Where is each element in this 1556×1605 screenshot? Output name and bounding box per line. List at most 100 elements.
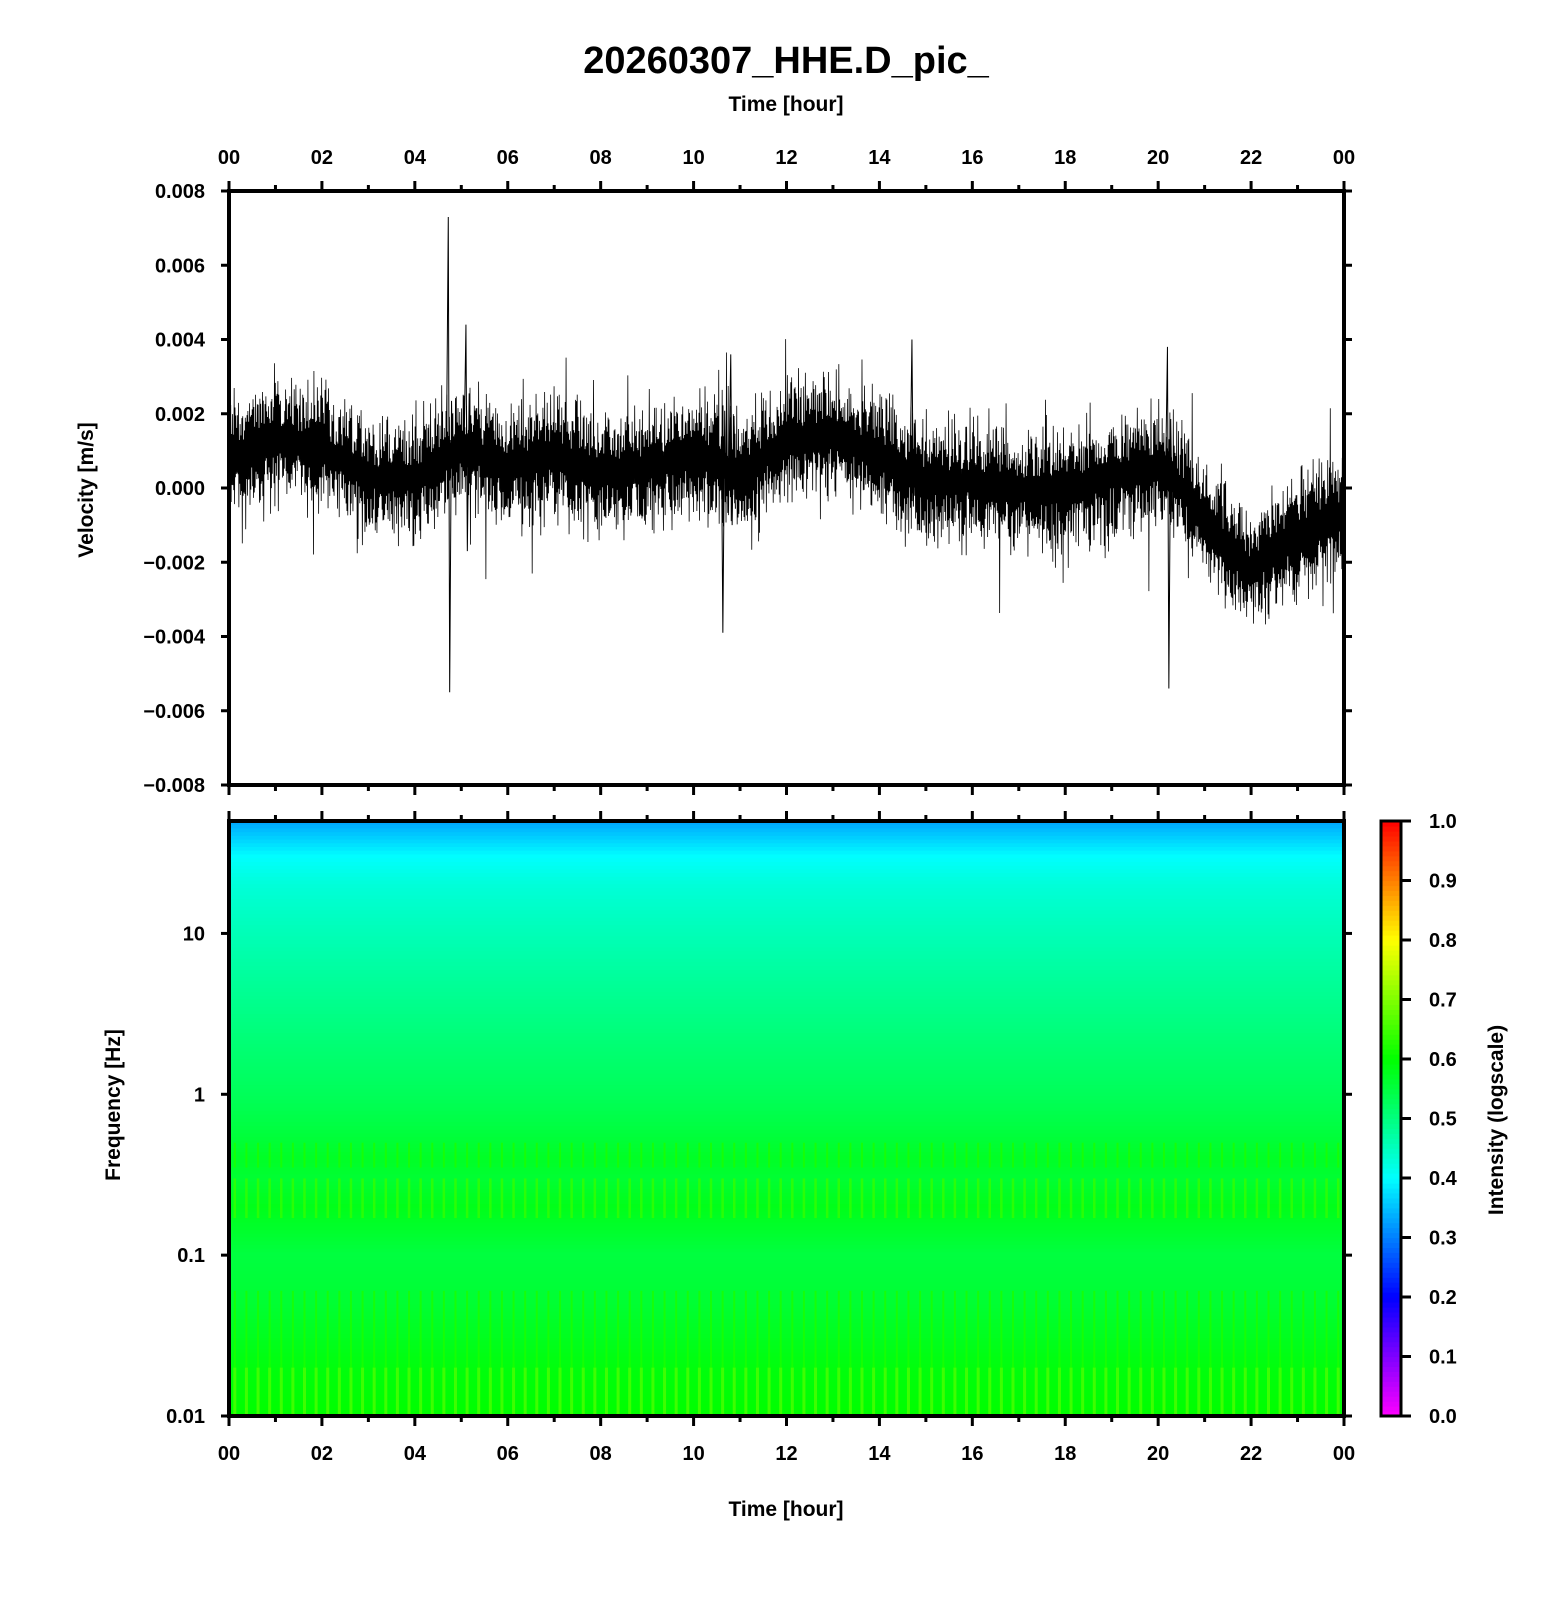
spectrogram-row	[229, 1055, 1344, 1060]
spectrogram-row	[229, 1270, 1344, 1276]
spectrogram-stripe	[559, 1290, 562, 1368]
spectrogram-stripe	[535, 1142, 538, 1168]
spectrogram-stripe	[709, 1178, 713, 1219]
spectrogram-stripe	[837, 1178, 841, 1219]
colorbar-tick-label: 0.7	[1429, 990, 1457, 1012]
colorbar-segment	[1381, 1396, 1401, 1402]
spectrogram-stripe	[408, 1142, 411, 1168]
spectrogram-stripe	[1069, 1367, 1073, 1416]
colorbar-segment	[1381, 1267, 1401, 1273]
spectrogram-stripe	[1197, 1367, 1201, 1416]
spectrogram-stripe	[976, 1367, 980, 1416]
spectrogram-stripe	[710, 1290, 713, 1368]
spectrogram-row	[229, 1222, 1344, 1227]
colorbar-segment	[1381, 1292, 1401, 1298]
spectrogram-stripe	[1279, 1142, 1282, 1168]
spectrogram-stripe	[384, 1367, 388, 1416]
bottom-x-tick-label: 12	[775, 1443, 797, 1465]
spectrogram-stripe	[1035, 1142, 1038, 1168]
spectrogram-row	[229, 992, 1344, 997]
velocity-tick-label: 0.002	[155, 404, 205, 426]
spectrogram-stripe	[257, 1290, 260, 1368]
spectrogram-row	[229, 1248, 1344, 1253]
spectrogram-stripe	[256, 1178, 260, 1219]
spectrogram-stripe	[419, 1178, 422, 1219]
spectrogram-stripe	[268, 1367, 272, 1416]
spectrogram-row	[229, 1122, 1344, 1127]
spectrogram-stripe	[744, 1367, 748, 1416]
spectrogram-stripe	[361, 1367, 365, 1416]
spectrogram-stripe	[1104, 1290, 1107, 1368]
spectrogram-stripe	[547, 1290, 550, 1368]
spectrogram-stripe	[1162, 1290, 1165, 1368]
spectrogram-row	[229, 1140, 1344, 1146]
spectrogram-stripe	[1185, 1367, 1189, 1416]
spectrogram-stripe	[1232, 1142, 1235, 1168]
colorbar-segment	[1381, 1034, 1401, 1040]
spectrogram-row	[229, 1114, 1344, 1120]
colorbar-segment	[1381, 1108, 1401, 1115]
spectrogram-stripe	[303, 1290, 306, 1368]
spectrogram-row	[229, 954, 1344, 960]
colorbar-segment	[1381, 1301, 1401, 1308]
spectrogram-stripe	[825, 1178, 829, 1219]
colorbar-segment	[1381, 1282, 1401, 1288]
spectrogram-stripe	[315, 1142, 318, 1168]
spectrogram-row	[229, 1006, 1344, 1012]
spectrogram-stripe	[663, 1290, 666, 1368]
spectrogram-stripe	[604, 1367, 608, 1416]
spectrogram-stripe	[686, 1142, 689, 1168]
spectrogram-stripe	[814, 1178, 817, 1219]
spectrogram-stripe	[1337, 1142, 1340, 1168]
spectrogram-row	[229, 887, 1344, 893]
spectrogram-row	[229, 858, 1344, 863]
spectrogram-row	[229, 1032, 1344, 1038]
spectrogram-stripe	[1313, 1367, 1317, 1416]
spectrogram-stripe	[698, 1142, 701, 1168]
colorbar-segment	[1381, 994, 1401, 1001]
colorbar-segment	[1381, 940, 1401, 946]
spectrogram-stripe	[338, 1142, 341, 1168]
spectrogram-row	[229, 1285, 1344, 1291]
spectrogram-stripe	[674, 1367, 678, 1416]
spectrogram-stripe	[373, 1290, 376, 1368]
spectrogram-stripe	[408, 1290, 411, 1368]
spectrogram-stripe	[488, 1367, 492, 1416]
spectrogram-stripe	[628, 1367, 632, 1416]
colorbar-segment	[1381, 1336, 1401, 1343]
spectrogram-row	[229, 910, 1344, 915]
spectrogram-row	[229, 988, 1344, 993]
spectrogram-row	[229, 1311, 1344, 1317]
spectrogram-stripe	[1081, 1290, 1084, 1368]
spectrogram-row	[229, 1025, 1344, 1030]
spectrogram-row	[229, 925, 1344, 930]
spectrogram-stripe	[1093, 1178, 1096, 1219]
spectrogram-axes: 10 1 0.1 0.01 00 02 04 06 08 10 12 14 16 18 20 22 00	[166, 819, 1355, 1465]
spectrogram-stripe	[500, 1178, 504, 1219]
spectrogram-stripe	[1162, 1178, 1166, 1219]
colorbar-segment	[1381, 935, 1401, 941]
spectrogram-stripe	[1267, 1178, 1270, 1219]
spectrogram-stripe	[245, 1178, 248, 1219]
colorbar-segment	[1381, 900, 1401, 906]
spectrogram-stripe	[442, 1367, 446, 1416]
spectrogram-stripe	[698, 1290, 701, 1368]
spectrogram-stripe	[1139, 1367, 1143, 1416]
colorbar-segment	[1381, 1316, 1401, 1323]
spectrogram-row	[229, 928, 1344, 934]
bottom-x-tick-label: 00	[1333, 1443, 1355, 1465]
colorbar-segment	[1381, 1019, 1401, 1025]
spectrogram-stripe	[546, 1367, 550, 1416]
colorbar-segment	[1381, 1024, 1401, 1030]
colorbar-segment	[1381, 1406, 1401, 1412]
spectrogram-row	[229, 1059, 1344, 1064]
spectrogram-stripe	[1267, 1142, 1270, 1168]
spectrogram-row	[229, 1278, 1344, 1283]
colorbar-segment	[1381, 964, 1401, 971]
spectrogram-stripe	[477, 1178, 480, 1219]
spectrogram-row	[229, 1185, 1344, 1190]
spectrogram-stripe	[245, 1142, 248, 1168]
spectrogram-stripe	[907, 1142, 910, 1168]
spectrogram-row	[229, 1211, 1344, 1216]
spectrogram-stripe	[883, 1367, 887, 1416]
